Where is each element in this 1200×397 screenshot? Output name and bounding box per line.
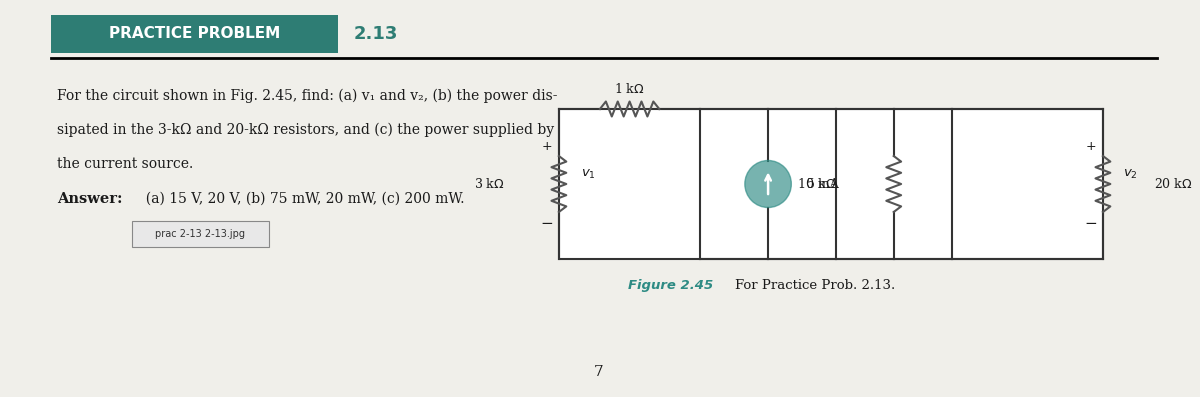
Text: 7: 7	[594, 365, 604, 379]
FancyBboxPatch shape	[52, 15, 338, 53]
Text: +: +	[1086, 139, 1097, 152]
Text: 1 k$\Omega$: 1 k$\Omega$	[614, 82, 644, 96]
FancyBboxPatch shape	[132, 221, 269, 247]
Text: (a) 15 V, 20 V, (b) 75 mW, 20 mW, (c) 200 mW.: (a) 15 V, 20 V, (b) 75 mW, 20 mW, (c) 20…	[137, 192, 464, 206]
Text: 10 mA: 10 mA	[798, 177, 839, 191]
Text: Answer:: Answer:	[58, 192, 122, 206]
Circle shape	[745, 160, 791, 208]
Text: +: +	[541, 139, 552, 152]
Text: 3 k$\Omega$: 3 k$\Omega$	[474, 177, 504, 191]
Text: sipated in the 3-kΩ and 20-kΩ resistors, and (c) the power supplied by: sipated in the 3-kΩ and 20-kΩ resistors,…	[58, 123, 554, 137]
Text: prac 2-13 2-13.jpg: prac 2-13 2-13.jpg	[155, 229, 245, 239]
Text: For the circuit shown in Fig. 2.45, find: (a) v₁ and v₂, (b) the power dis-: For the circuit shown in Fig. 2.45, find…	[58, 89, 558, 103]
Bar	[559, 109, 1103, 259]
Text: $v_2$: $v_2$	[1123, 168, 1138, 181]
Text: PRACTICE PROBLEM: PRACTICE PROBLEM	[109, 27, 281, 42]
Text: Figure 2.45: Figure 2.45	[628, 279, 713, 292]
Text: −: −	[541, 216, 553, 231]
Text: −: −	[1085, 216, 1098, 231]
Text: 20 k$\Omega$: 20 k$\Omega$	[1154, 177, 1193, 191]
Text: 2.13: 2.13	[353, 25, 397, 43]
Text: $v_1$: $v_1$	[581, 168, 595, 181]
Text: 5 k$\Omega$: 5 k$\Omega$	[805, 177, 836, 191]
Text: the current source.: the current source.	[58, 157, 193, 171]
Text: For Practice Prob. 2.13.: For Practice Prob. 2.13.	[734, 279, 895, 292]
